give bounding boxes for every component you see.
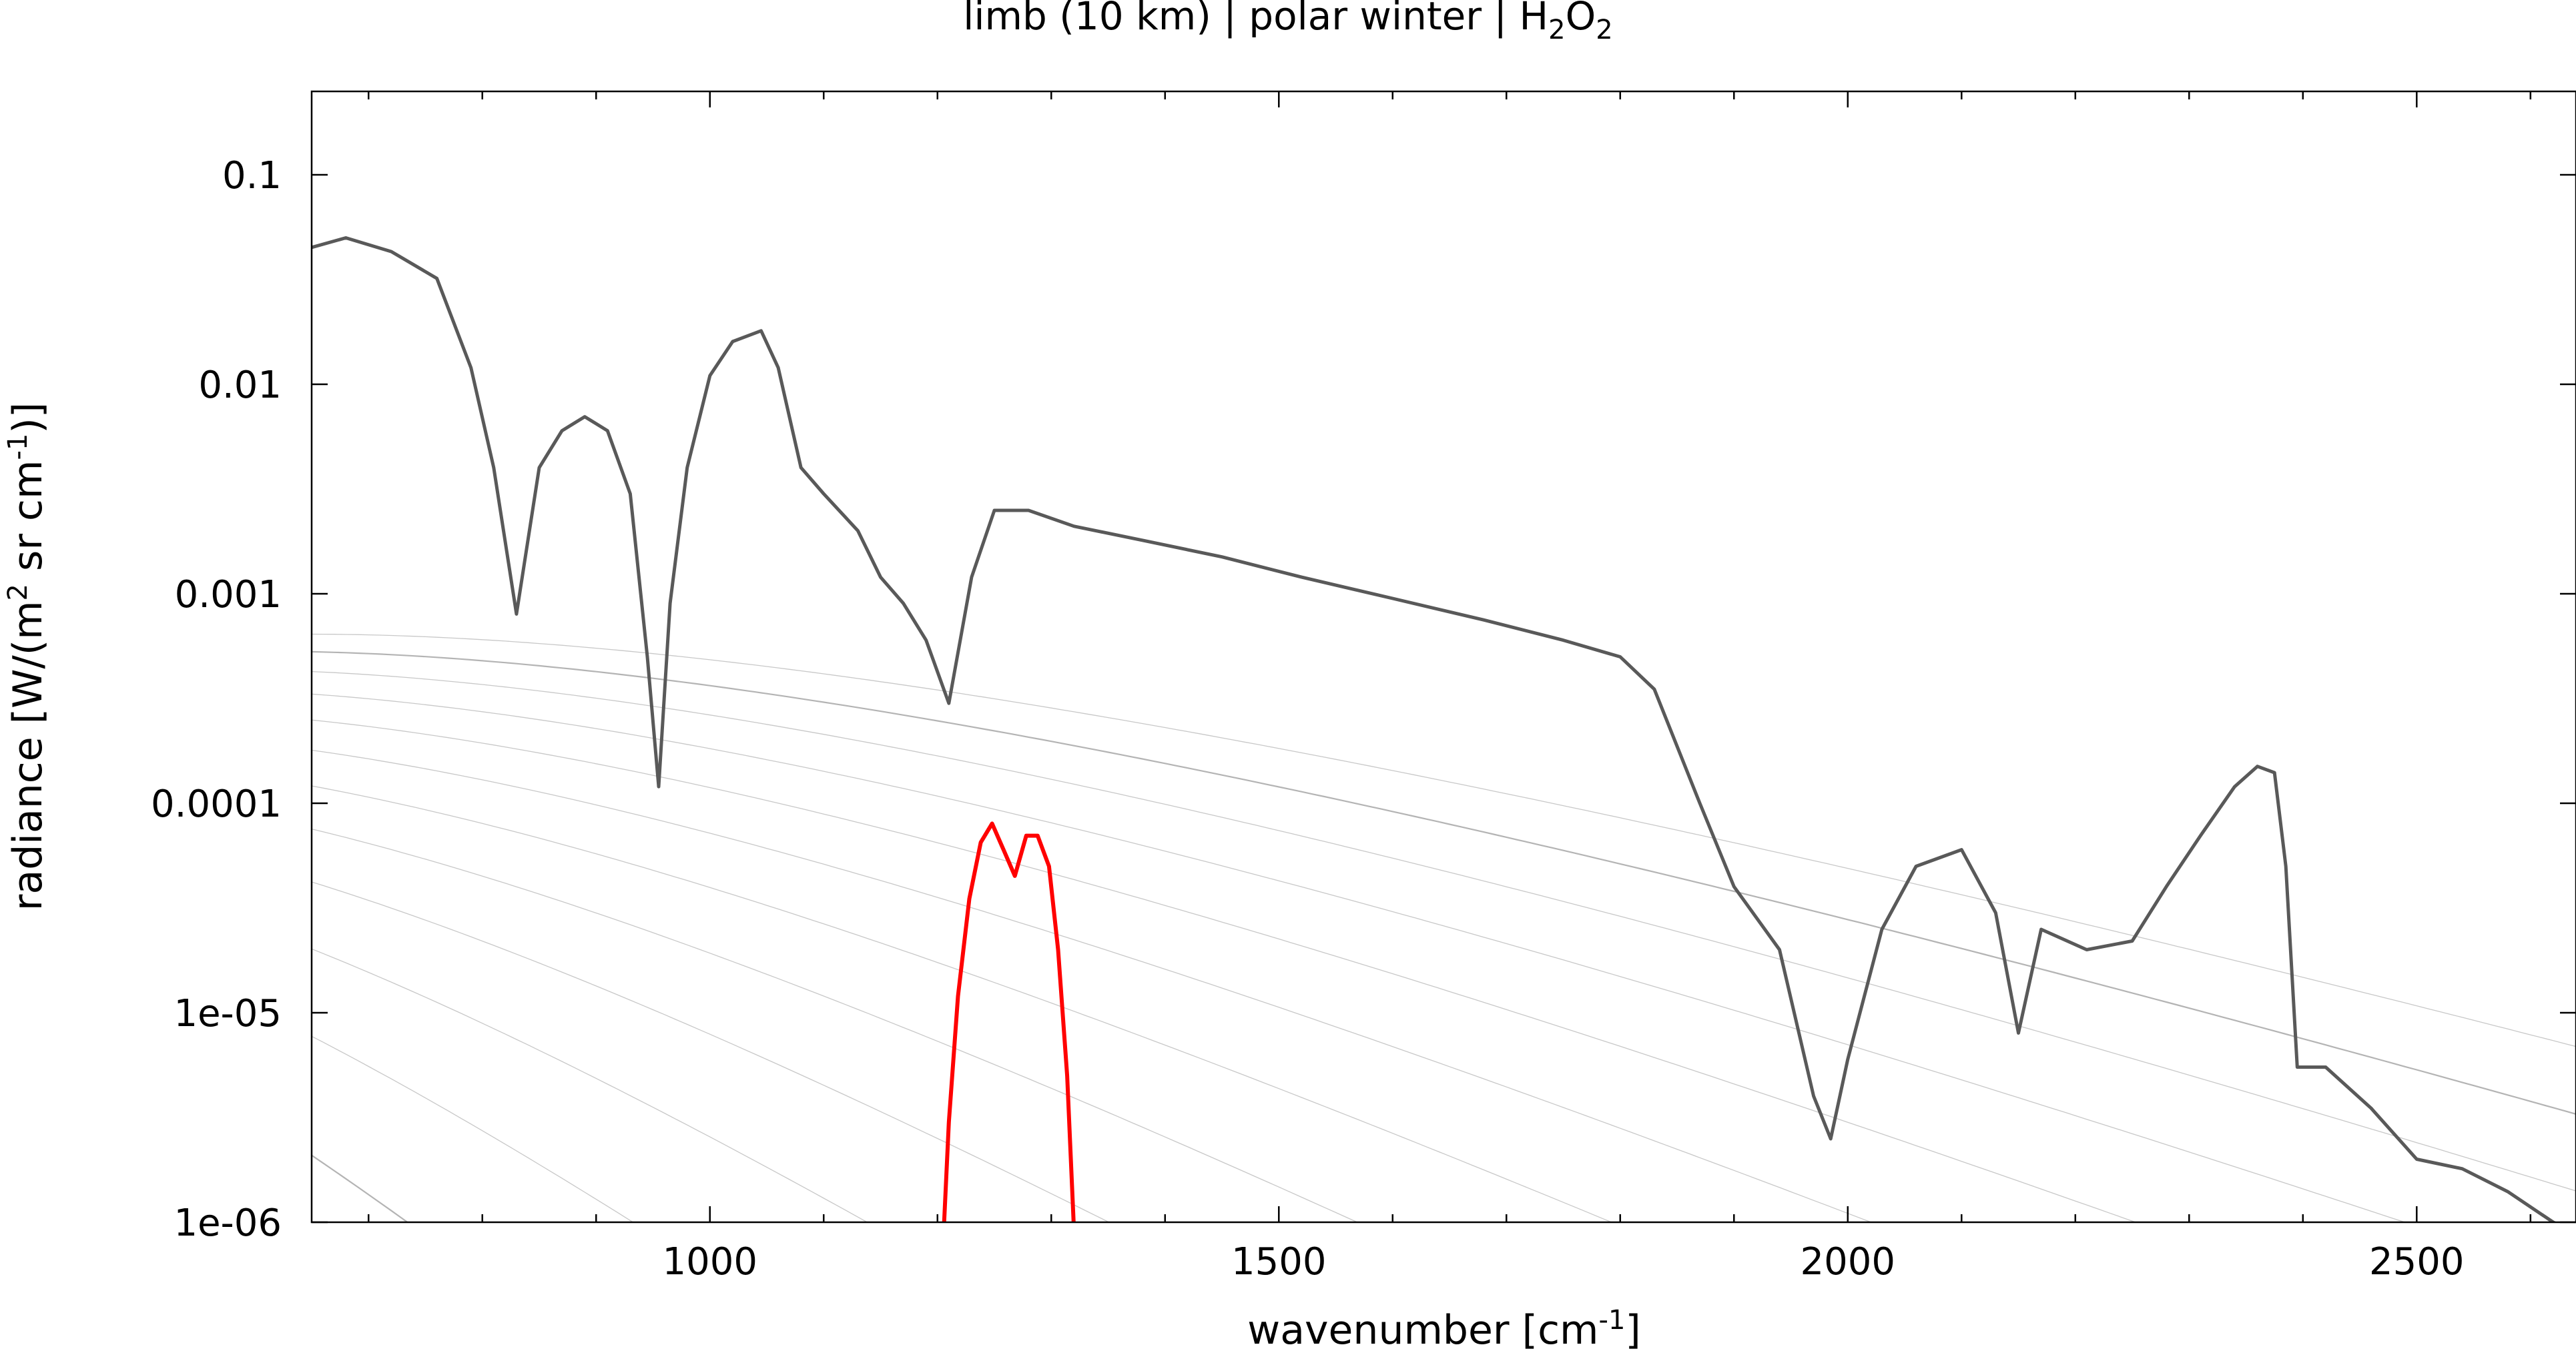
y-tick-label: 0.01	[198, 364, 282, 407]
series-line-1	[942, 821, 1076, 1222]
planck-curve-250K	[312, 719, 2138, 1222]
planck-curve-290K	[312, 670, 2576, 1192]
y-axis-title: radiance [W/(m2 sr cm-1)]	[3, 402, 51, 911]
planck-curve-270K	[312, 693, 2406, 1222]
ticks-layer: 1000 1500 2000 2500 0.1 0.01 0.001 0.0001 1e-05 1…	[151, 91, 2576, 1284]
x-tick-label: 1000	[663, 1240, 758, 1284]
reference-curves	[312, 633, 2576, 1222]
x-tick-label: 2500	[2369, 1240, 2465, 1284]
planck-curve-210K	[312, 785, 1613, 1222]
planck-curve-170K	[312, 881, 1110, 1222]
planck-curve-190K	[312, 828, 1359, 1222]
planck-curve-150K	[312, 948, 868, 1222]
planck-curve-110K	[312, 1154, 409, 1222]
x-axis-title: wavenumber [cm-1]	[1247, 1305, 1641, 1354]
y-tick-label: 1e-05	[174, 992, 282, 1035]
y-tick-label: 0.1	[222, 154, 282, 197]
plot-frame	[310, 90, 2576, 1224]
planck-curve-310K	[312, 650, 2576, 1115]
y-tick-label: 0.0001	[151, 783, 282, 826]
y-tick-label: 0.001	[175, 573, 282, 616]
chart-title: limb (10 km) | polar winter | H2O2	[963, 0, 1612, 45]
planck-curve-330K	[312, 633, 2576, 1047]
series-line-0	[312, 236, 2558, 1222]
series-layer	[312, 236, 2558, 1222]
x-tick-label: 1500	[1231, 1240, 1327, 1284]
x-tick-label: 2000	[1801, 1240, 1896, 1284]
y-tick-label: 1e-06	[174, 1202, 282, 1245]
planck-curve-230K	[312, 749, 1873, 1222]
